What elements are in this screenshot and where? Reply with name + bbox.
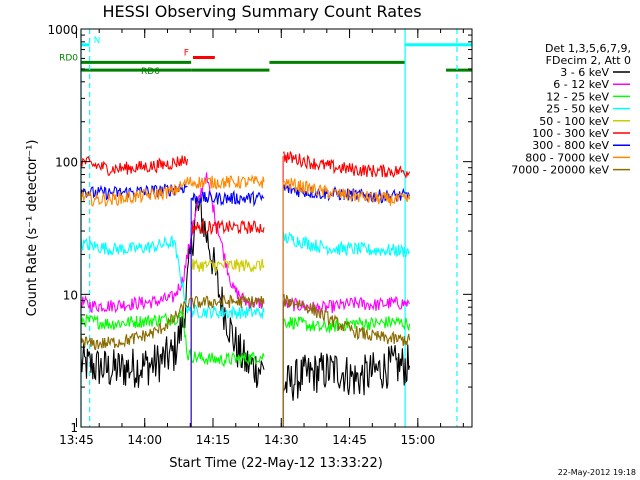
legend-label: 12 - 25 keV bbox=[546, 90, 609, 103]
x-axis-label: Start Time (22-May-12 13:33:22) bbox=[169, 456, 383, 471]
legend-label: 6 - 12 keV bbox=[553, 78, 609, 91]
footer-timestamp: 22-May-2012 19:18 bbox=[558, 468, 636, 477]
series-line bbox=[80, 195, 265, 388]
legend-label: 50 - 100 keV bbox=[539, 115, 609, 128]
y-tick-label: 1 bbox=[70, 421, 78, 435]
y-tick-label: 1000 bbox=[47, 23, 78, 37]
x-tick-label: 13:45 bbox=[59, 433, 94, 447]
data-series bbox=[80, 151, 411, 427]
series-line bbox=[190, 219, 265, 236]
x-axis: 13:45 14:00 14:15 14:30 14:45 15:00 bbox=[59, 29, 464, 447]
flag-label-rd6: RD6 bbox=[141, 67, 160, 77]
y-tick-label: 100 bbox=[55, 156, 78, 170]
legend-label: 100 - 300 keV bbox=[532, 127, 609, 140]
chart-title: HESSI Observing Summary Count Rates bbox=[102, 2, 421, 21]
legend-label: 7000 - 20000 keV bbox=[511, 164, 609, 177]
x-tick-label: 14:45 bbox=[332, 433, 367, 447]
series-line bbox=[282, 344, 411, 401]
x-tick-label: 14:15 bbox=[196, 433, 231, 447]
x-tick-label: 14:30 bbox=[264, 433, 299, 447]
flag-label-n: N bbox=[94, 36, 101, 46]
series-line bbox=[282, 231, 411, 258]
legend-header: FDecim 2, Att 0 bbox=[546, 54, 631, 67]
flag-label-rd0: RD0 bbox=[59, 53, 78, 63]
series-line bbox=[80, 174, 265, 208]
legend-header: Det 1,3,5,6,7,9, bbox=[545, 42, 631, 55]
series-line bbox=[282, 177, 411, 206]
legend-label: 300 - 800 keV bbox=[532, 139, 609, 152]
series-line bbox=[80, 235, 265, 320]
series-line bbox=[190, 189, 265, 207]
y-axis-label: Count Rate (s⁻¹ detector⁻¹) bbox=[25, 140, 40, 317]
series-line bbox=[282, 151, 411, 179]
series-line bbox=[80, 293, 265, 351]
y-tick-label: 10 bbox=[63, 288, 78, 302]
series-line bbox=[80, 155, 189, 176]
y-axis: 1 10 100 1000 bbox=[47, 23, 472, 435]
legend-label: 800 - 7000 keV bbox=[525, 151, 609, 164]
series-line bbox=[282, 293, 411, 346]
flag-label-f: F bbox=[184, 48, 189, 58]
x-tick-label: 15:00 bbox=[401, 433, 436, 447]
series-line bbox=[282, 315, 411, 333]
series-line bbox=[282, 295, 411, 316]
series-4 bbox=[190, 258, 265, 427]
legend-label: 25 - 50 keV bbox=[546, 103, 609, 116]
series-line bbox=[80, 172, 265, 314]
plot-frame bbox=[80, 28, 473, 428]
status-flag-bars: N F RD0 RD6 bbox=[59, 36, 472, 77]
series-line bbox=[190, 258, 265, 274]
x-tick-label: 14:00 bbox=[127, 433, 162, 447]
legend-label: 3 - 6 keV bbox=[560, 66, 609, 79]
legend: Det 1,3,5,6,7,9,FDecim 2, Att 03 - 6 keV… bbox=[511, 42, 631, 177]
